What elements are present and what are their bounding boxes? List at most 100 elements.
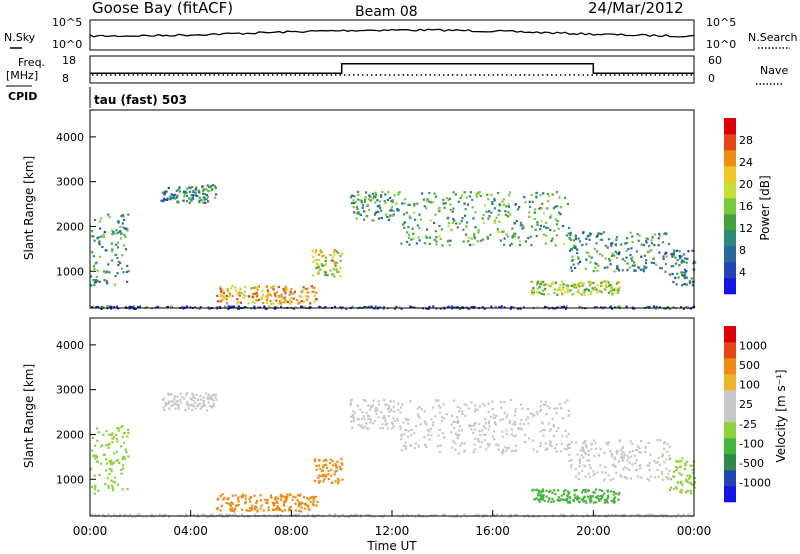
scatter-cell [330, 481, 333, 484]
scatter-cell [532, 288, 535, 291]
scatter-cell [497, 213, 500, 216]
scatter-cell [336, 270, 339, 273]
scatter-cell [226, 288, 229, 291]
scatter-cell [606, 266, 609, 269]
scatter-cell [361, 427, 364, 430]
velocity-cbar-label: Velocity [m s⁻¹] [774, 369, 788, 462]
scatter-cell [237, 498, 240, 501]
scatter-cell [108, 216, 111, 219]
scatter-cell [253, 494, 256, 497]
scatter-cell [648, 305, 651, 308]
scatter-cell [390, 209, 393, 212]
scatter-cell [541, 202, 544, 205]
scatter-cell [552, 425, 555, 428]
scatter-cell [461, 193, 464, 196]
scatter-cell [515, 514, 518, 516]
scatter-cell [116, 440, 119, 443]
scatter-cell [626, 454, 629, 457]
scatter-cell [416, 202, 419, 205]
scatter-cell [196, 194, 199, 198]
scatter-cell [307, 295, 310, 298]
scatter-cell [542, 289, 545, 292]
scatter-cell [206, 184, 209, 187]
scatter-cell [544, 515, 547, 518]
scatter-cell [609, 263, 612, 266]
scatter-cell [294, 306, 297, 309]
scatter-cell [555, 443, 558, 446]
scatter-cell [497, 191, 500, 195]
scatter-cell [98, 280, 101, 283]
scatter-cell [435, 514, 438, 517]
scatter-cell [553, 489, 556, 492]
scatter-cell [116, 427, 119, 430]
scatter-cell [640, 243, 643, 246]
scatter-cell [107, 486, 110, 489]
scatter-cell [341, 253, 344, 256]
scatter-cell [263, 514, 266, 516]
colorbar-swatch [724, 406, 736, 423]
noise-right-tick-top: 10^5 [706, 16, 736, 29]
scatter-cell [662, 442, 666, 445]
scatter-cell [300, 501, 304, 504]
scatter-cell [283, 504, 286, 507]
scatter-cell [295, 299, 298, 302]
freq-label-line2: [MHz] [6, 69, 38, 82]
scatter-cell [535, 497, 538, 500]
scatter-cell [578, 305, 581, 308]
scatter-cell [642, 268, 645, 271]
scatter-cell [478, 191, 481, 194]
scatter-cell [581, 469, 584, 472]
scatter-cell [397, 209, 400, 212]
colorbar-swatch [724, 278, 736, 295]
scatter-cell [648, 469, 651, 472]
scatter-cell [185, 200, 188, 203]
scatter-cell [220, 504, 223, 507]
scatter-cell [117, 221, 120, 224]
scatter-cell [583, 495, 586, 498]
scatter-cell [471, 198, 474, 201]
scatter-cell [205, 516, 208, 518]
scatter-cell [138, 513, 141, 516]
scatter-cell [485, 210, 488, 213]
scatter-cell [391, 421, 394, 424]
scatter-cell [648, 479, 651, 482]
scatter-cell [590, 448, 593, 451]
scatter-cell [542, 293, 545, 296]
scatter-cell [274, 295, 277, 298]
scatter-cell [456, 226, 459, 229]
scatter-cell [456, 437, 459, 440]
scatter-cell [568, 497, 571, 500]
scatter-cell [612, 497, 615, 500]
scatter-cell [190, 398, 193, 401]
scatter-cell [563, 196, 567, 199]
scatter-cell [685, 276, 688, 279]
scatter-cell [599, 238, 602, 241]
colorbar-swatch [724, 438, 736, 455]
scatter-cell [425, 515, 428, 518]
scatter-cell [493, 199, 496, 202]
scatter-cell [582, 282, 585, 285]
scatter-cell [596, 497, 599, 500]
x-tick-label: 16:00 [475, 524, 510, 538]
scatter-cell [449, 239, 452, 242]
scatter-cell [175, 196, 178, 199]
scatter-cell [274, 498, 277, 501]
scatter-cell [204, 392, 208, 395]
scatter-cell [542, 434, 545, 437]
scatter-cell [539, 224, 543, 227]
scatter-cell [333, 275, 336, 278]
freq-tick-top: 18 [62, 54, 76, 67]
scatter-cell [514, 444, 518, 447]
scatter-cell [268, 305, 271, 308]
scatter-cell [349, 403, 352, 406]
scatter-cell [256, 499, 259, 503]
scatter-cell [331, 460, 334, 463]
colorbar-tick-label: 25 [739, 398, 753, 411]
scatter-cell [495, 305, 497, 308]
scatter-cell [495, 414, 498, 417]
scatter-cell [294, 502, 297, 505]
scatter-cell [532, 286, 535, 290]
scatter-cell [313, 458, 316, 461]
scatter-cell [176, 395, 179, 398]
